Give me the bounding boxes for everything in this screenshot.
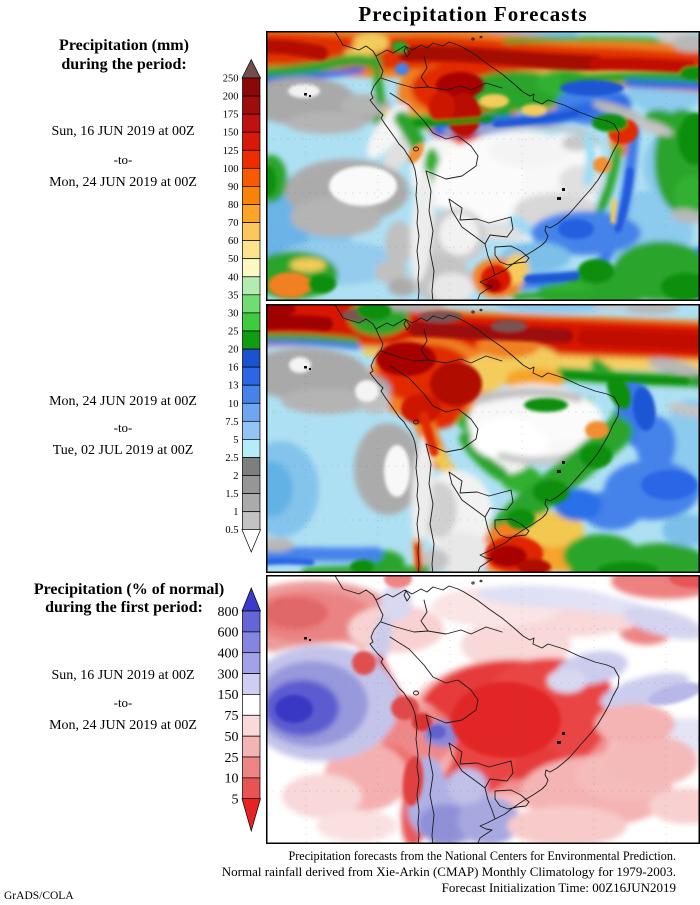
svg-text:2: 2 (233, 471, 238, 482)
svg-text:100: 100 (223, 164, 239, 175)
svg-text:5: 5 (233, 435, 238, 446)
svg-text:300: 300 (218, 667, 239, 682)
svg-text:1.5: 1.5 (225, 489, 238, 500)
svg-text:2.5: 2.5 (225, 453, 238, 464)
svg-text:600: 600 (218, 626, 239, 641)
svg-text:150: 150 (223, 128, 239, 139)
svg-text:90: 90 (228, 182, 239, 193)
svg-text:20: 20 (228, 345, 239, 356)
svg-text:7.5: 7.5 (225, 417, 238, 428)
svg-text:16: 16 (228, 363, 239, 374)
svg-text:35: 35 (228, 290, 239, 301)
svg-text:10: 10 (225, 772, 239, 787)
svg-text:150: 150 (218, 688, 239, 703)
svg-text:10: 10 (228, 399, 239, 410)
svg-text:200: 200 (223, 92, 239, 103)
svg-text:400: 400 (218, 647, 239, 662)
svg-text:70: 70 (228, 218, 239, 229)
svg-text:80: 80 (228, 200, 239, 211)
svg-text:125: 125 (223, 146, 239, 157)
svg-text:30: 30 (228, 308, 239, 319)
svg-text:40: 40 (228, 272, 239, 283)
svg-text:75: 75 (225, 709, 239, 724)
svg-text:5: 5 (232, 793, 239, 808)
svg-text:175: 175 (223, 110, 239, 121)
svg-text:25: 25 (228, 327, 239, 338)
svg-text:60: 60 (228, 236, 239, 247)
svg-text:13: 13 (228, 381, 239, 392)
svg-text:1: 1 (233, 507, 238, 518)
svg-text:250: 250 (223, 74, 239, 85)
svg-text:50: 50 (225, 730, 239, 745)
svg-text:800: 800 (218, 605, 239, 620)
svg-text:0.5: 0.5 (225, 525, 238, 536)
svg-text:50: 50 (228, 254, 239, 265)
svg-text:25: 25 (225, 751, 239, 766)
